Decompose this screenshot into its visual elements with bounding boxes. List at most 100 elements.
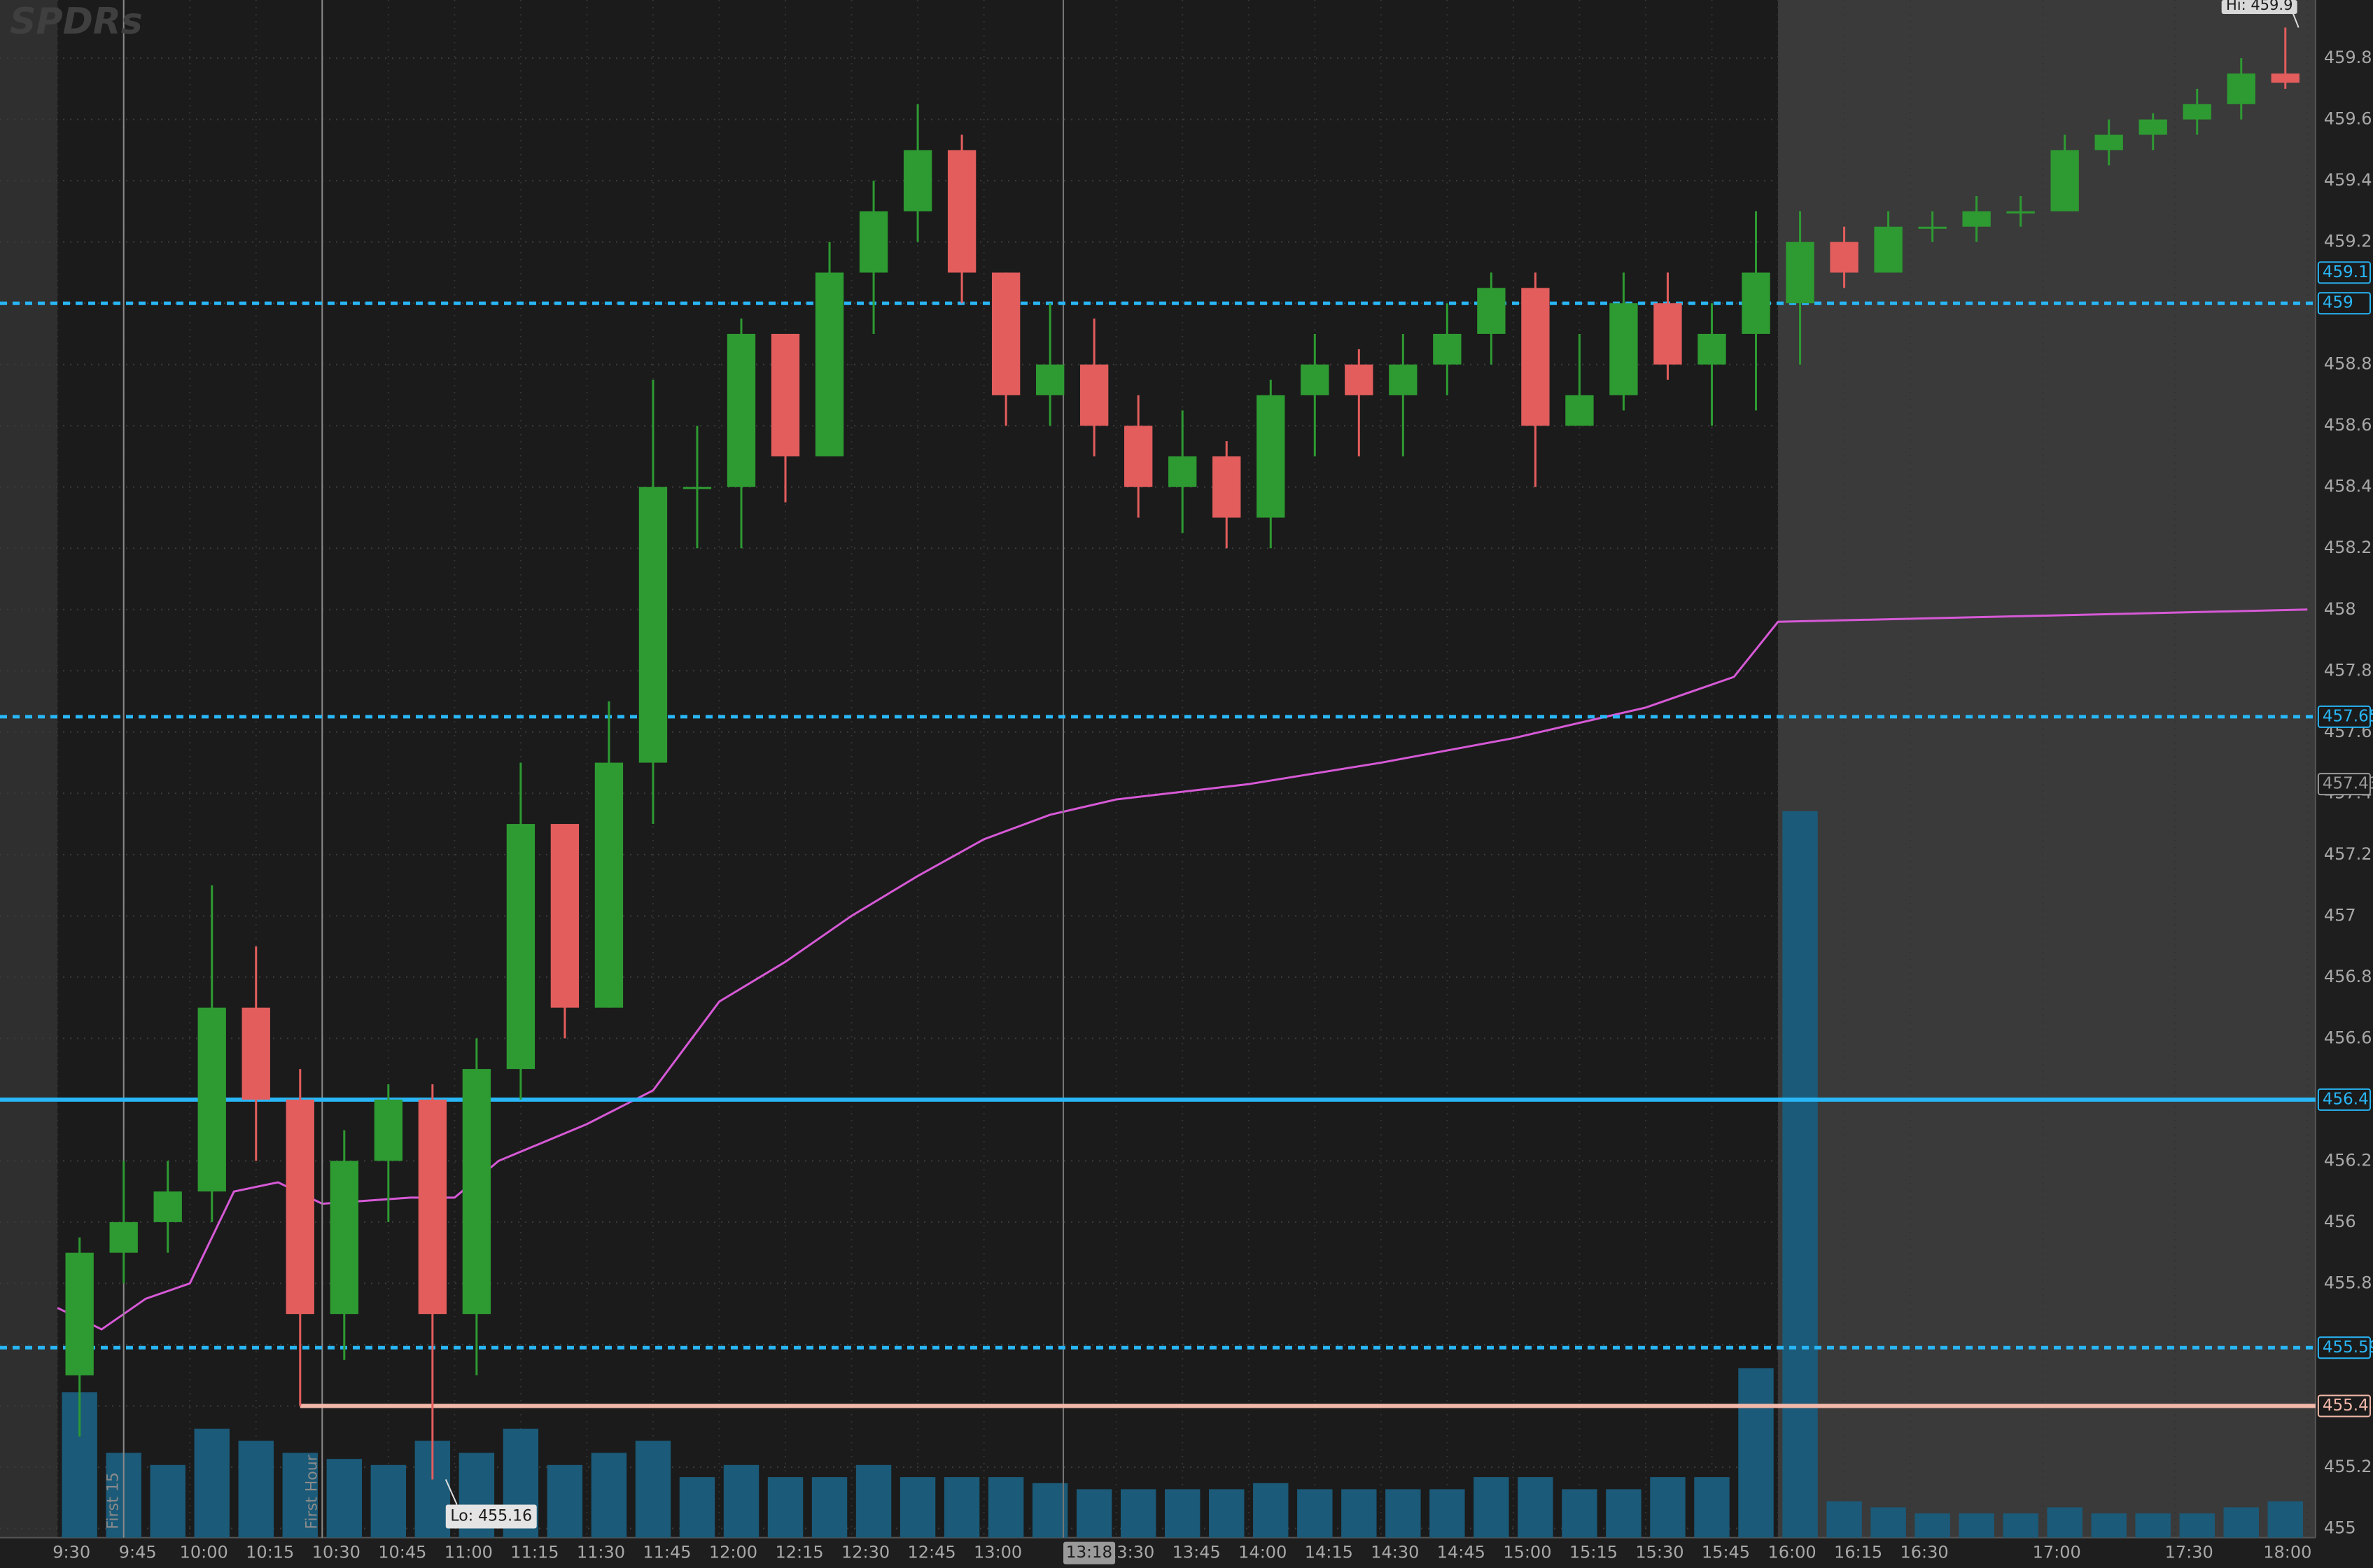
volume-bar <box>1429 1489 1465 1538</box>
x-tick-label: 11:15 <box>510 1543 559 1562</box>
price-tag-label: 457.65 <box>2323 707 2373 725</box>
candle-body <box>1433 333 1462 365</box>
volume-bar <box>2091 1513 2127 1538</box>
volume-bar <box>1120 1489 1156 1538</box>
candle-body <box>1301 364 1329 396</box>
y-tick-label: 456.8 <box>2324 967 2372 986</box>
volume-bar <box>238 1441 274 1538</box>
x-tick-label: 13:45 <box>1172 1543 1221 1562</box>
volume-bar <box>1209 1489 1245 1538</box>
x-tick-label: 10:15 <box>246 1543 294 1562</box>
x-tick-label: 15:15 <box>1569 1543 1618 1562</box>
candle-body <box>2271 74 2300 83</box>
x-tick-label: 15:30 <box>1635 1543 1684 1562</box>
candle-body <box>506 824 536 1070</box>
price-tag-label: 459.1 <box>2323 263 2369 281</box>
candle-body <box>947 150 976 273</box>
candle-body <box>727 333 756 487</box>
labels-layer: 455455.2455.4455.6455.8456456.2456.4456.… <box>52 0 2373 1564</box>
volume-bar <box>899 1477 936 1538</box>
candle-body <box>1742 272 1770 334</box>
x-tick-label: 16:00 <box>1768 1543 1816 1562</box>
volume-bar <box>2135 1513 2171 1538</box>
volume-bar <box>1385 1489 1421 1538</box>
marker-label: First Hour <box>303 1454 321 1529</box>
candles-layer <box>65 27 2300 1480</box>
price-tag-label: 459 <box>2323 294 2353 312</box>
candle-body <box>1830 241 1858 273</box>
volume-bar <box>1870 1507 1906 1538</box>
price-tag <box>2317 1088 2372 1111</box>
candle-body <box>153 1191 182 1222</box>
candle-body <box>1080 364 1109 426</box>
y-tick-label: 459.6 <box>2324 109 2372 129</box>
lo-box <box>445 1504 537 1529</box>
x-tick-label: 14:00 <box>1238 1543 1287 1562</box>
x-tick-label: 9:45 <box>119 1543 157 1562</box>
candle-body <box>2183 104 2211 120</box>
volume-bar <box>370 1464 407 1538</box>
y-tick-label: 456 <box>2324 1212 2356 1231</box>
x-tick-label: 12:30 <box>841 1543 890 1562</box>
candle-body <box>903 150 932 211</box>
x-tick-label: 10:00 <box>180 1543 228 1562</box>
candle-body <box>1345 364 1373 396</box>
price-tag <box>2317 1336 2372 1359</box>
x-tick-label: 12:45 <box>908 1543 956 1562</box>
x-tick-label: 11:45 <box>643 1543 691 1562</box>
x-tick-label: 17:30 <box>2165 1543 2213 1562</box>
candle-body <box>771 333 800 456</box>
y-tick-label: 458.6 <box>2324 415 2372 435</box>
candle-body <box>1212 456 1241 518</box>
candle-body <box>2094 134 2123 150</box>
y-tick-label: 459.2 <box>2324 232 2372 251</box>
volume-bar <box>1032 1483 1068 1538</box>
candle-body <box>815 272 844 456</box>
x-tick-label: 15:45 <box>1702 1543 1750 1562</box>
y-tick-label: 456.2 <box>2324 1150 2372 1170</box>
hi-label: Hi: 459.9 <box>2226 0 2293 13</box>
price-tag <box>2317 292 2372 315</box>
candle-body <box>1168 456 1197 487</box>
candle-body <box>1256 395 1285 518</box>
x-tick-label: 18:00 <box>2263 1543 2311 1562</box>
volume-bar <box>635 1441 671 1538</box>
candle-body <box>241 1007 270 1100</box>
volume-bar <box>1253 1483 1289 1538</box>
x-tick-label: 10:45 <box>378 1543 426 1562</box>
x-tick-label: 13:00 <box>974 1543 1022 1562</box>
x-tick-label: 16:15 <box>1834 1543 1882 1562</box>
volume-bar <box>855 1464 892 1538</box>
volume-bar <box>723 1464 760 1538</box>
volume-bar <box>1474 1477 1509 1538</box>
x-tick-label: 11:30 <box>577 1543 625 1562</box>
candle-body <box>991 272 1021 396</box>
x-tick-label: 15:00 <box>1503 1543 1551 1562</box>
price-tag <box>2317 261 2372 284</box>
candle-body <box>1609 303 1638 396</box>
crosshair-label: 13:18 <box>1066 1544 1112 1562</box>
candle-body <box>682 486 712 489</box>
candle-body <box>594 762 624 1008</box>
volume-bar <box>1650 1477 1686 1538</box>
candle-body <box>462 1069 491 1315</box>
volume-bar <box>194 1428 230 1538</box>
candle-body <box>638 486 668 763</box>
y-tick-label: 457 <box>2324 905 2356 925</box>
x-tick-label: 11:00 <box>444 1543 493 1562</box>
x-tick-label: 17:00 <box>2033 1543 2081 1562</box>
y-tick-label: 458 <box>2324 599 2356 619</box>
x-axis-bg <box>0 1537 2316 1568</box>
candle-body <box>2138 119 2167 135</box>
candle-body <box>2006 211 2035 214</box>
price-tag <box>2317 773 2372 796</box>
y-tick-label: 458.4 <box>2324 477 2372 496</box>
volume-bar <box>2223 1507 2259 1538</box>
candle-body <box>418 1099 447 1315</box>
candle-body <box>1035 364 1065 396</box>
candle-body <box>65 1252 94 1376</box>
volume-bar <box>326 1459 363 1538</box>
x-tick-label: 14:15 <box>1305 1543 1353 1562</box>
volume-bar <box>1914 1513 1950 1538</box>
